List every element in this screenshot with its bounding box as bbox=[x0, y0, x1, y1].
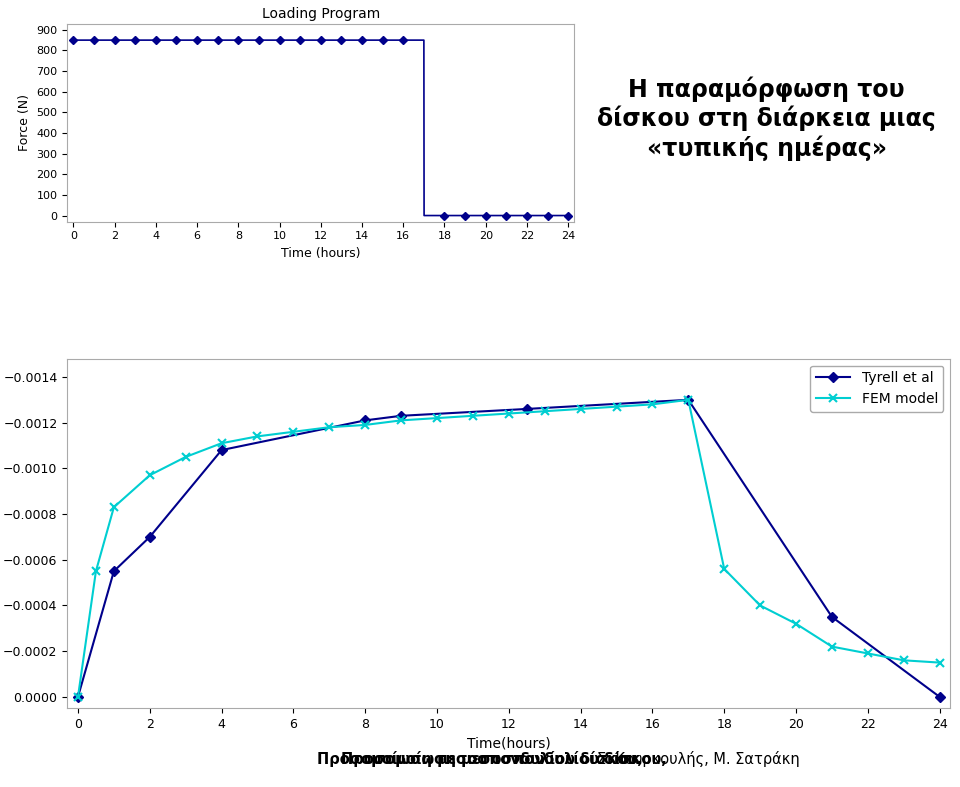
Tyrell et al bbox=[216, 445, 228, 455]
Text: Προσομοίωση μεσοσπονδυλίου δίσκου,: Προσομοίωση μεσοσπονδυλίου δίσκου, bbox=[317, 752, 643, 767]
Title: Loading Program: Loading Program bbox=[262, 7, 380, 21]
FEM model bbox=[359, 420, 371, 430]
FEM model bbox=[898, 656, 909, 665]
FEM model bbox=[324, 423, 335, 432]
Line: FEM model: FEM model bbox=[74, 396, 944, 701]
Tyrell et al bbox=[521, 405, 533, 414]
FEM model bbox=[431, 413, 443, 423]
FEM model bbox=[718, 564, 730, 574]
Tyrell et al bbox=[108, 567, 120, 576]
FEM model bbox=[539, 407, 550, 416]
FEM model bbox=[683, 395, 694, 405]
FEM model bbox=[503, 408, 515, 418]
Tyrell et al bbox=[934, 692, 946, 701]
FEM model bbox=[827, 642, 838, 652]
Tyrell et al bbox=[72, 692, 84, 701]
X-axis label: Time(hours): Time(hours) bbox=[467, 737, 551, 751]
Text: Προσομοίωση μεσοσπονδυλίου δίσκου, Σ. Κουρκουλής, Μ. Σατράκη: Προσομοίωση μεσοσπονδυλίου δίσκου, Σ. Κο… bbox=[0, 786, 1, 787]
FEM model bbox=[647, 400, 659, 409]
FEM model bbox=[108, 502, 120, 512]
FEM model bbox=[288, 427, 300, 437]
FEM model bbox=[790, 619, 802, 629]
Tyrell et al bbox=[359, 416, 371, 425]
FEM model bbox=[575, 405, 587, 414]
FEM model bbox=[611, 402, 622, 412]
Tyrell et al bbox=[683, 395, 694, 405]
Text: Προσομοίωση μεσοσπονδυλίου δίσκου,: Προσομοίωση μεσοσπονδυλίου δίσκου, bbox=[341, 752, 666, 767]
FEM model bbox=[755, 600, 766, 610]
Tyrell et al bbox=[396, 411, 407, 420]
FEM model bbox=[180, 453, 191, 462]
X-axis label: Time (hours): Time (hours) bbox=[281, 247, 361, 260]
Y-axis label: Force (N): Force (N) bbox=[18, 94, 31, 151]
FEM model bbox=[862, 648, 874, 658]
FEM model bbox=[90, 567, 102, 576]
Text: Σ. Κουρκουλής, Μ. Σατράκη: Σ. Κουρκουλής, Μ. Σατράκη bbox=[597, 752, 800, 767]
FEM model bbox=[468, 411, 479, 420]
Tyrell et al bbox=[144, 532, 156, 541]
FEM model bbox=[216, 438, 228, 448]
Legend: Tyrell et al, FEM model: Tyrell et al, FEM model bbox=[810, 366, 944, 412]
FEM model bbox=[72, 692, 84, 701]
FEM model bbox=[934, 658, 946, 667]
FEM model bbox=[252, 431, 263, 441]
Text: Η παραμόρφωση του
δίσκου στη διάρκεια μιας
«τυπικής ημέρας»: Η παραμόρφωση του δίσκου στη διάρκεια μι… bbox=[597, 76, 936, 161]
Line: Tyrell et al: Tyrell et al bbox=[75, 397, 943, 700]
Tyrell et al bbox=[827, 612, 838, 622]
FEM model bbox=[396, 416, 407, 425]
FEM model bbox=[144, 471, 156, 480]
